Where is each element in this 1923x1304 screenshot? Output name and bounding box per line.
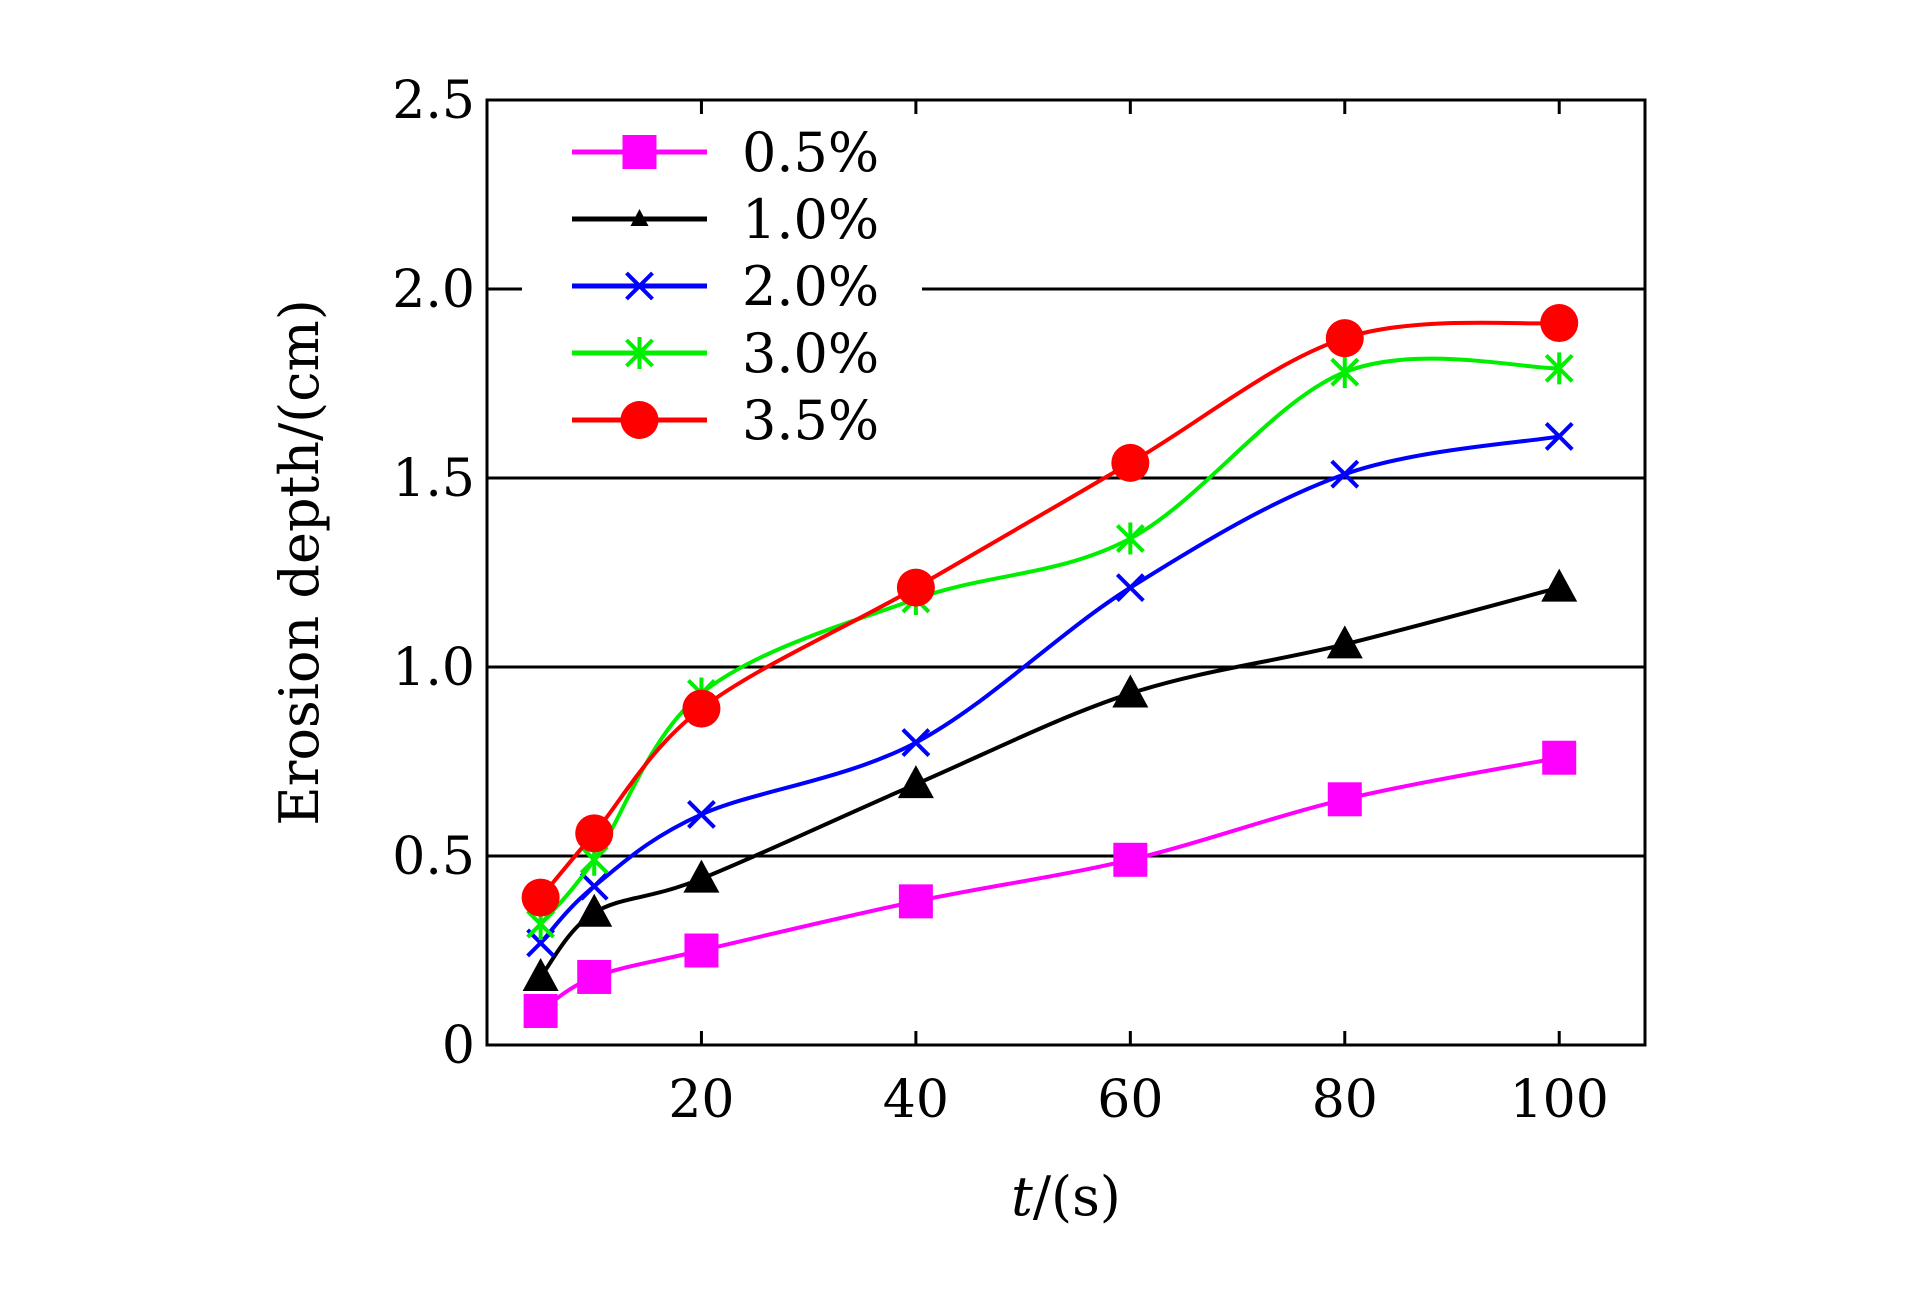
legend-entry: 3.0% [572, 322, 879, 385]
x-axis-label: t/(s) [1011, 1165, 1121, 1228]
x-tick-label: 80 [1312, 1070, 1378, 1130]
data-point [1542, 740, 1577, 775]
data-point [896, 568, 935, 607]
y-tick-label: 2.5 [392, 71, 475, 131]
data-point [1540, 304, 1579, 343]
legend-background [522, 112, 922, 467]
x-tick-label: 40 [883, 1070, 949, 1130]
data-point [1111, 443, 1150, 482]
data-point [682, 689, 721, 728]
data-point [576, 893, 613, 927]
legend-marker [625, 337, 654, 369]
data-point [577, 959, 612, 994]
data-point [1330, 356, 1360, 389]
series-2 [522, 568, 1578, 991]
data-point [1330, 459, 1360, 489]
legend-marker [630, 209, 649, 226]
data-point [523, 993, 558, 1028]
data-point [579, 871, 609, 901]
legend-marker [625, 271, 654, 301]
data-point [1544, 352, 1574, 385]
legend-label: 1.0% [742, 188, 879, 251]
data-point [521, 878, 560, 917]
data-point [901, 728, 931, 758]
legend-marker [620, 401, 659, 439]
y-axis-label: Erosion depth/(cm) [268, 299, 331, 826]
series-5 [521, 304, 1579, 917]
legend: 0.5%1.0%2.0%3.0%3.5% [522, 112, 922, 467]
legend-label: 2.0% [742, 255, 879, 318]
legend-label: 3.0% [742, 322, 879, 385]
data-point [684, 933, 719, 968]
y-tick-label: 1.0 [392, 638, 475, 698]
y-tick-label: 2.0 [392, 260, 475, 320]
data-point [575, 814, 614, 853]
axis-ticks: 20 40 60 80 100 0 0.5 1.0 1.5 2.0 2.5 [392, 71, 1609, 1130]
legend-marker [622, 135, 657, 169]
y-tick-label: 0.5 [392, 827, 475, 887]
x-axis-label-variable: t [1011, 1165, 1033, 1228]
data-point [687, 800, 716, 829]
data-point [1115, 522, 1145, 555]
data-point [897, 765, 934, 799]
legend-entry: 3.5% [572, 389, 879, 452]
x-tick-label: 60 [1097, 1070, 1163, 1130]
x-tick-label: 100 [1510, 1070, 1609, 1130]
data-point [683, 859, 720, 893]
y-tick-label: 1.5 [392, 449, 475, 509]
data-point [1325, 319, 1364, 358]
series-3 [526, 422, 1574, 958]
legend-entry: 2.0% [572, 255, 879, 318]
data-point [522, 957, 559, 991]
data-point [1327, 782, 1362, 817]
plot-frame [485, 98, 1647, 1047]
data-point [1544, 422, 1574, 451]
data-point [1326, 625, 1363, 659]
data-point [898, 884, 933, 919]
data-point [1115, 573, 1145, 603]
legend-entry: 0.5% [572, 121, 879, 184]
y-tick-label: 0 [442, 1016, 475, 1076]
series-line [539, 434, 1560, 945]
data-point [1113, 842, 1148, 877]
x-axis-label-unit: /(s) [1033, 1165, 1121, 1228]
legend-label: 0.5% [742, 121, 879, 184]
x-tick-label: 20 [668, 1070, 734, 1130]
data-point [1541, 568, 1578, 602]
legend-entry: 1.0% [572, 188, 879, 251]
series-lines [521, 304, 1579, 1028]
legend-label: 3.5% [742, 389, 879, 452]
series-1 [523, 740, 1577, 1028]
data-point [1112, 674, 1149, 708]
